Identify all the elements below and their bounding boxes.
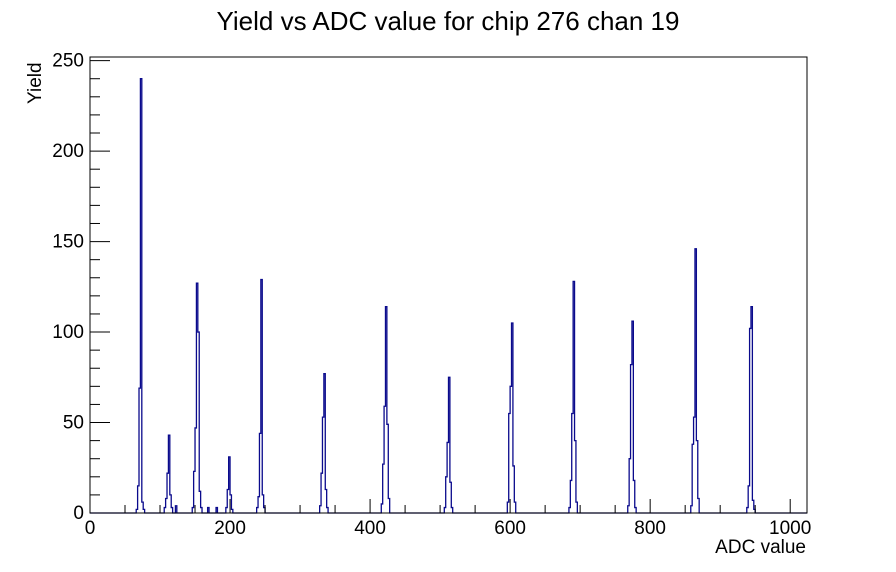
histogram-layer [90,78,807,514]
x-tick-label: 400 [354,518,386,539]
y-tick-label: 250 [52,51,84,72]
x-axis-title: ADC value [715,537,806,558]
y-axis-title: Yield [25,62,46,104]
histogram-line [90,78,807,514]
chart-title: Yield vs ADC value for chip 276 chan 19 [216,6,680,36]
y-tick-label: 0 [73,503,84,524]
y-tick-label: 100 [52,322,84,343]
plot-frame [89,56,808,514]
y-tick-label: 150 [52,232,84,253]
y-tick-label: 200 [52,141,84,162]
x-tick-label: 0 [85,518,96,539]
x-tick-label: 200 [214,518,246,539]
y-tick-label: 50 [63,413,84,434]
x-tick-label: 600 [494,518,526,539]
x-tick-label: 1000 [769,518,811,539]
x-tick-label: 800 [634,518,666,539]
axis-layer: 0 200 400 600 800 1000 0 50 100 150 200 250 [52,51,811,539]
